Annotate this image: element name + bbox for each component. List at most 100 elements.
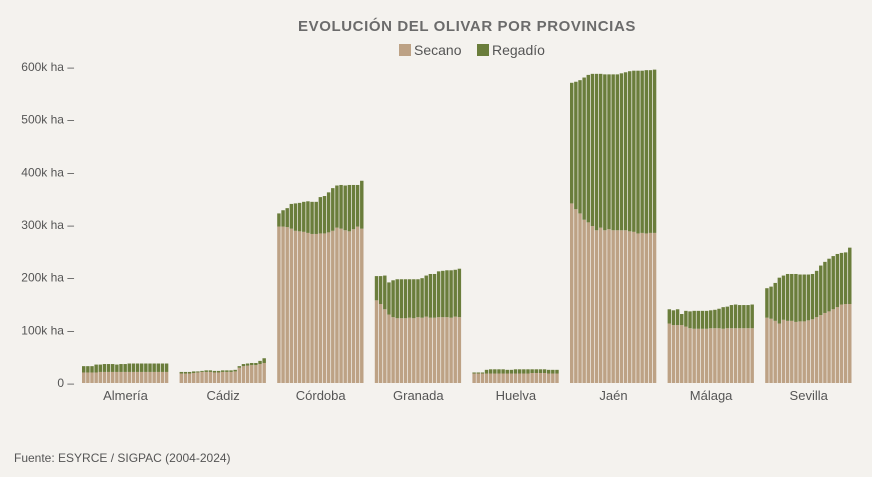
bar-regadio: [204, 370, 208, 372]
bar-secano: [769, 318, 773, 383]
bar-secano: [412, 318, 416, 383]
bar-regadio: [509, 369, 514, 374]
bar-regadio: [746, 305, 750, 329]
bar-secano: [480, 373, 485, 383]
bar-secano: [476, 373, 480, 383]
bar-regadio: [574, 81, 578, 210]
bar-regadio: [802, 274, 806, 322]
bar-secano: [628, 231, 632, 383]
bar-secano: [391, 317, 395, 383]
bar-regadio: [119, 364, 123, 372]
bar-secano: [640, 232, 644, 383]
bar-secano: [667, 323, 672, 383]
bar-regadio: [216, 370, 221, 373]
province-group: [179, 358, 266, 383]
bar-regadio: [183, 371, 188, 374]
bar-regadio: [432, 273, 437, 318]
bar-secano: [802, 321, 806, 383]
bar-regadio: [721, 307, 725, 329]
bar-secano: [835, 307, 840, 383]
bar-secano: [343, 230, 347, 383]
bar-secano: [331, 230, 335, 383]
bar-secano: [517, 373, 522, 383]
bar-secano: [733, 328, 738, 383]
bar-secano: [488, 373, 493, 383]
bar-regadio: [777, 277, 782, 324]
legend-label-secano: Secano: [414, 42, 462, 58]
bar-secano: [135, 371, 140, 383]
bar-regadio: [164, 363, 169, 372]
bar-regadio: [692, 310, 696, 329]
bar-regadio: [250, 362, 254, 366]
bar-regadio: [790, 273, 794, 321]
bar-regadio: [615, 74, 620, 231]
bar-secano: [611, 230, 615, 383]
bar-secano: [254, 365, 258, 383]
bar-secano: [428, 317, 433, 383]
bar-secano: [742, 328, 746, 383]
bar-regadio: [798, 274, 802, 322]
bar-secano: [281, 226, 285, 383]
bar-regadio: [530, 369, 534, 373]
bar-secano: [709, 328, 713, 383]
bar-regadio: [160, 363, 165, 372]
bar-regadio: [335, 185, 339, 228]
bar-secano: [472, 373, 476, 383]
bar-secano: [671, 325, 676, 383]
bar-secano: [351, 229, 356, 383]
bar-regadio: [331, 188, 335, 231]
bar-secano: [152, 371, 156, 383]
bar-regadio: [221, 370, 225, 372]
bar-regadio: [449, 270, 453, 318]
bar-secano: [692, 328, 696, 383]
bar-secano: [530, 372, 534, 383]
bar-regadio: [395, 279, 399, 319]
bar-regadio: [262, 358, 266, 363]
bar-secano: [453, 316, 457, 383]
bar-secano: [420, 317, 424, 383]
bar-secano: [326, 232, 331, 383]
bar-regadio: [383, 275, 387, 310]
bar-secano: [717, 328, 721, 383]
bars: [82, 69, 852, 383]
bar-regadio: [310, 201, 314, 234]
bar-regadio: [225, 370, 229, 372]
province-group: [765, 247, 852, 383]
source-note: Fuente: ESYRCE / SIGPAC (2004-2024): [14, 451, 231, 465]
bar-secano: [258, 364, 262, 383]
legend-label-regadio: Regadío: [492, 42, 545, 58]
bar-secano: [773, 320, 777, 383]
bar-secano: [196, 372, 200, 383]
bar-secano: [225, 371, 229, 383]
bar-regadio: [505, 369, 509, 374]
bar-secano: [542, 372, 547, 383]
bar-regadio: [594, 73, 599, 231]
bar-regadio: [187, 371, 192, 374]
bar-secano: [216, 372, 221, 383]
bar-regadio: [806, 274, 811, 321]
bar-secano: [187, 373, 192, 383]
bar-regadio: [704, 310, 709, 329]
bar-regadio: [82, 366, 86, 373]
bar-secano: [700, 328, 705, 383]
bar-secano: [725, 328, 730, 383]
bar-regadio: [416, 279, 420, 318]
bar-regadio: [457, 268, 462, 318]
bar-regadio: [281, 210, 285, 227]
bar-secano: [297, 231, 302, 383]
bar-regadio: [794, 273, 798, 322]
bar-secano: [827, 311, 831, 383]
bar-secano: [374, 300, 379, 383]
bar-secano: [424, 316, 428, 383]
bar-regadio: [733, 304, 738, 329]
bar-regadio: [843, 252, 848, 304]
bar-secano: [619, 230, 624, 383]
bar-regadio: [293, 203, 298, 231]
y-tick-label: 0 –: [57, 376, 74, 390]
bar-secano: [538, 372, 543, 383]
bar-regadio: [339, 184, 343, 229]
bar-secano: [599, 227, 603, 383]
bar-secano: [436, 317, 441, 383]
bar-regadio: [738, 305, 742, 329]
y-axis: 0 – 100k ha – 200k ha – 300k ha – 400k ha – 5…: [21, 60, 74, 390]
